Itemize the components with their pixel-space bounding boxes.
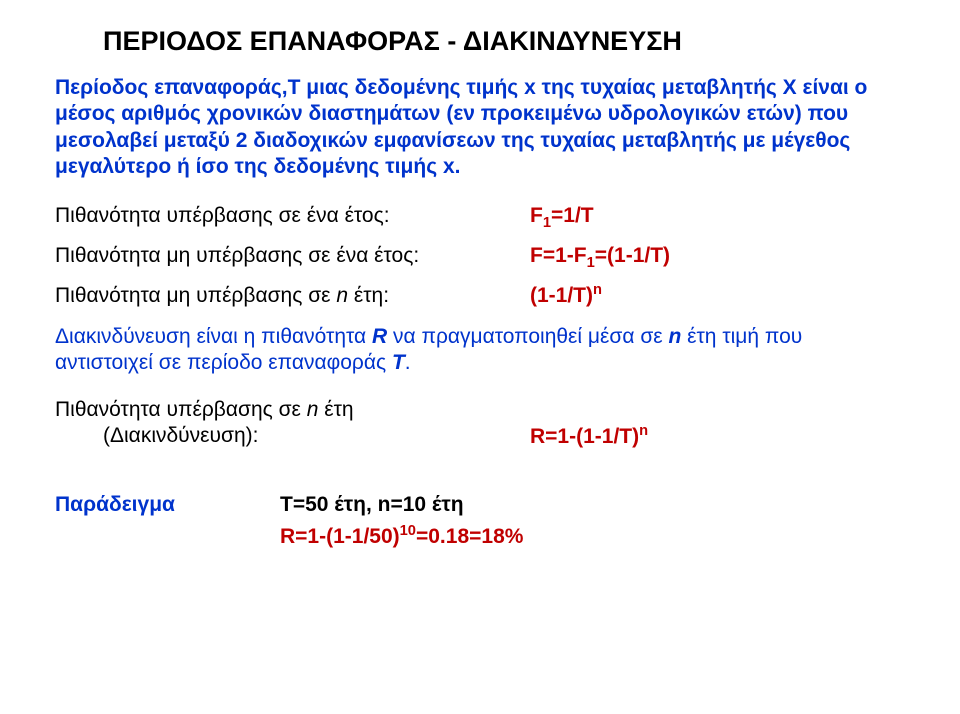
risk-definition: Διακινδύνευση είναι η πιθανότητα R να πρ…: [55, 324, 905, 377]
example-result: R=1-(1-1/50)10=0.18=18%: [280, 525, 905, 549]
slide: ΠΕΡΙΟΔΟΣ ΕΠΑΝΑΦΟΡΑΣ - ΔΙΑΚΙΝΔΥΝΕΥΣΗ Περί…: [0, 0, 960, 714]
risk-formula-label: Πιθανότητα υπέρβασης σε n έτη (Διακινδύν…: [55, 397, 530, 450]
example-params: Τ=50 έτη, n=10 έτη: [280, 493, 464, 517]
probability-label: Πιθανότητα μη υπέρβασης σε n έτη:: [55, 284, 530, 308]
probability-value: F1=1/T: [530, 204, 594, 228]
example-header: Παράδειγμα Τ=50 έτη, n=10 έτη: [55, 493, 905, 517]
example-label: Παράδειγμα: [55, 493, 280, 517]
page-title: ΠΕΡΙΟΔΟΣ ΕΠΑΝΑΦΟΡΑΣ - ΔΙΑΚΙΝΔΥΝΕΥΣΗ: [103, 26, 905, 57]
probability-value: F=1-F1=(1-1/T): [530, 244, 670, 268]
probability-row-3: Πιθανότητα μη υπέρβασης σε n έτη: (1-1/T…: [55, 284, 905, 308]
probability-row-1: Πιθανότητα υπέρβασης σε ένα έτος: F1=1/T: [55, 204, 905, 228]
example-block: Παράδειγμα Τ=50 έτη, n=10 έτη R=1-(1-1/5…: [55, 493, 905, 549]
risk-formula-row: Πιθανότητα υπέρβασης σε n έτη (Διακινδύν…: [55, 397, 905, 450]
probability-value: (1-1/T)n: [530, 284, 602, 308]
risk-formula-line1: Πιθανότητα υπέρβασης σε n έτη: [55, 398, 354, 421]
probability-label: Πιθανότητα υπέρβασης σε ένα έτος:: [55, 204, 530, 228]
probability-label: Πιθανότητα μη υπέρβασης σε ένα έτος:: [55, 244, 530, 268]
intro-paragraph: Περίοδος επαναφοράς,Τ μιας δεδομένης τιμ…: [55, 75, 905, 180]
risk-formula-value: R=1-(1-1/T)n: [530, 425, 648, 449]
probability-row-2: Πιθανότητα μη υπέρβασης σε ένα έτος: F=1…: [55, 244, 905, 268]
risk-formula-line2: (Διακινδύνευση):: [103, 424, 258, 447]
